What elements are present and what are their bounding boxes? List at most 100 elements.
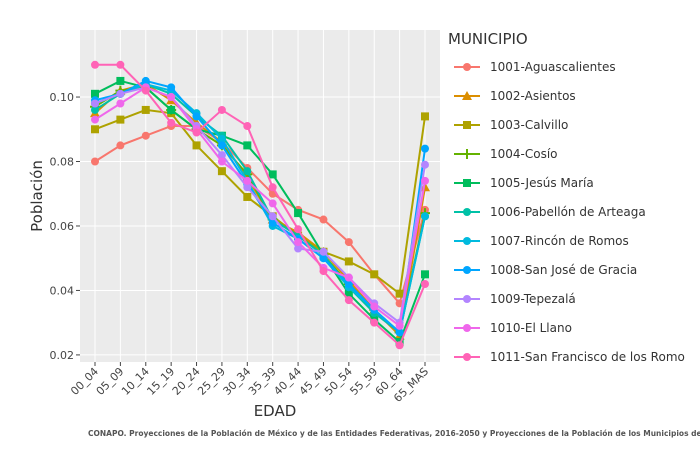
marker: [319, 254, 328, 263]
marker: [141, 105, 150, 114]
series-line: [94, 79, 426, 335]
marker: [421, 212, 429, 221]
marker: [268, 199, 277, 208]
legend-label: 1003-Calvillo: [490, 118, 568, 132]
legend-title: MUNICIPIO: [448, 30, 528, 48]
marker: [192, 141, 201, 150]
marker: [370, 318, 379, 327]
marker: [370, 270, 379, 279]
legend-label: 1008-San José de Gracia: [490, 263, 637, 277]
marker: [116, 76, 125, 85]
marker: [192, 128, 201, 137]
marker: [217, 134, 226, 143]
marker: [217, 151, 226, 160]
x-tick-label: 15_19: [144, 365, 177, 398]
marker: [463, 121, 471, 129]
marker: [344, 279, 353, 288]
series-line: [94, 108, 426, 296]
x-axis-title: EDAD: [254, 402, 297, 420]
marker: [463, 266, 471, 274]
marker: [319, 215, 328, 224]
legend-label: 1007-Rincón de Romos: [490, 234, 629, 248]
y-tick-label: 0.08: [50, 156, 75, 169]
legend-label: 1002-Asientos: [490, 89, 576, 103]
marker: [243, 183, 252, 192]
marker: [344, 289, 353, 298]
marker: [243, 176, 252, 185]
marker: [395, 328, 404, 337]
legend-label: 1009-Tepezalá: [490, 292, 576, 306]
y-axis-title: Población: [28, 160, 46, 232]
marker: [344, 273, 353, 282]
marker: [462, 149, 472, 159]
marker: [420, 182, 430, 192]
marker: [344, 257, 353, 266]
marker: [268, 170, 277, 179]
marker: [268, 218, 277, 227]
x-tick-label: 25_29: [195, 365, 228, 398]
legend-label: 1011-San Francisco de los Romo: [490, 350, 685, 364]
marker: [91, 125, 99, 134]
marker: [463, 208, 471, 216]
marker: [462, 91, 472, 100]
x-tick-label: 05_09: [94, 365, 127, 398]
series-line: [95, 63, 426, 347]
marker: [319, 267, 328, 276]
x-tick-label: 10_14: [119, 365, 152, 398]
marker: [421, 112, 429, 121]
marker: [167, 118, 176, 127]
marker: [319, 247, 328, 256]
x-tick-label: 55_59: [347, 365, 380, 398]
marker: [217, 105, 226, 114]
marker: [116, 89, 125, 98]
marker: [294, 209, 303, 218]
marker: [294, 225, 303, 234]
x-tick-label: 30_34: [221, 365, 254, 398]
legend-label: 1001-Aguascalientes: [490, 60, 616, 74]
marker: [463, 324, 471, 332]
marker: [421, 160, 429, 169]
marker: [167, 93, 176, 102]
marker: [91, 157, 99, 166]
marker: [141, 76, 150, 85]
marker: [463, 237, 471, 245]
marker: [141, 131, 150, 140]
x-tick-label: 20_24: [170, 365, 203, 398]
marker: [91, 89, 99, 98]
marker: [463, 63, 471, 71]
marker: [370, 302, 379, 311]
series-line: [94, 79, 426, 344]
series-line: [94, 125, 426, 306]
marker: [192, 112, 201, 121]
marker: [91, 115, 99, 124]
marker: [243, 167, 252, 176]
marker: [463, 295, 471, 303]
marker: [116, 115, 125, 124]
marker: [116, 60, 125, 69]
marker: [167, 105, 176, 114]
y-tick-label: 0.06: [50, 220, 75, 233]
marker: [217, 157, 226, 166]
series-line: [94, 86, 426, 328]
marker: [395, 321, 404, 330]
legend-label: 1004-Cosío: [490, 147, 558, 161]
x-tick-label: 50_54: [322, 365, 355, 398]
marker: [344, 296, 353, 305]
caption: CONAPO. Proyecciones de la Población de …: [88, 429, 700, 438]
marker: [243, 141, 252, 150]
marker: [421, 270, 429, 279]
marker: [421, 176, 429, 185]
legend: 1001-Aguascalientes 1002-Asientos 1003-Cal…: [454, 60, 685, 364]
legend-label: 1005-Jesús María: [490, 176, 594, 190]
marker: [268, 183, 277, 192]
marker: [294, 244, 303, 253]
marker: [116, 141, 125, 150]
marker: [463, 353, 471, 361]
marker: [395, 289, 404, 298]
marker: [421, 144, 429, 153]
marker: [141, 86, 150, 95]
legend-label: 1006-Pabellón de Arteaga: [490, 205, 646, 219]
x-tick-label: 00_04: [68, 365, 101, 398]
y-tick-label: 0.02: [50, 349, 75, 362]
